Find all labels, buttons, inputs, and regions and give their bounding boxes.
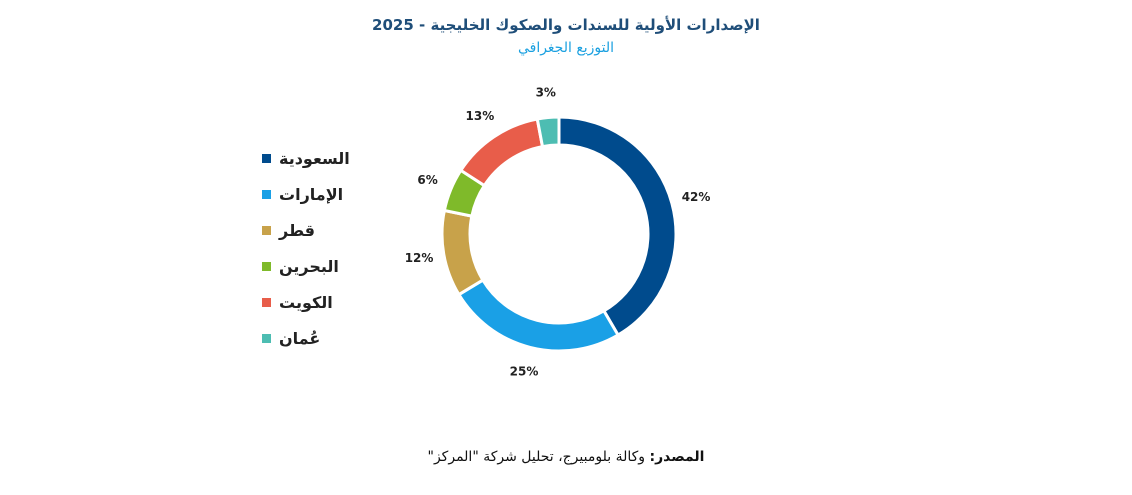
legend-swatch — [262, 225, 271, 235]
chart-title: الإصدارات الأولية للسندات والصكوك الخليج… — [372, 16, 760, 34]
donut-slice-oman — [535, 115, 561, 149]
source-label: المصدر: — [649, 449, 705, 465]
legend-label: الإمارات — [279, 184, 344, 204]
legend-item-kuwait: الكويت — [262, 284, 412, 320]
chart-subtitle: التوزيع الجغرافي — [517, 40, 615, 56]
donut-slice-saudi — [557, 115, 678, 338]
data-label-saudi: 42% — [682, 190, 711, 204]
data-label-bahrain: 6% — [417, 173, 437, 187]
legend-label: عُمان — [279, 328, 321, 348]
legend-swatch — [262, 153, 271, 163]
donut-slice-qatar — [440, 208, 485, 297]
chart-legend: السعودية الإمارات قطر البحرين الكويت عُم… — [262, 140, 412, 356]
legend-item-oman: عُمان — [262, 320, 412, 356]
data-label-qatar: 12% — [405, 251, 434, 265]
legend-item-qatar: قطر — [262, 212, 412, 248]
legend-item-saudi: السعودية — [262, 140, 412, 176]
legend-swatch — [262, 297, 271, 307]
source-text: وكالة بلومبيرج، تحليل شركة "المركز" — [427, 449, 646, 465]
legend-label: البحرين — [279, 256, 339, 276]
legend-item-bahrain: البحرين — [262, 248, 412, 284]
legend-label: قطر — [279, 220, 316, 240]
data-label-oman: 3% — [536, 86, 556, 100]
legend-item-uae: الإمارات — [262, 176, 412, 212]
donut-slice-kuwait — [458, 117, 545, 188]
legend-swatch — [262, 333, 271, 343]
data-label-uae: 25% — [510, 365, 539, 379]
legend-swatch — [262, 261, 271, 271]
legend-label: الكويت — [279, 292, 333, 312]
donut-slice-uae — [456, 278, 621, 353]
legend-swatch — [262, 189, 271, 199]
legend-label: السعودية — [279, 148, 350, 168]
data-label-kuwait: 13% — [466, 109, 495, 123]
source-note: المصدر: وكالة بلومبيرج، تحليل شركة "المر… — [0, 449, 1132, 465]
